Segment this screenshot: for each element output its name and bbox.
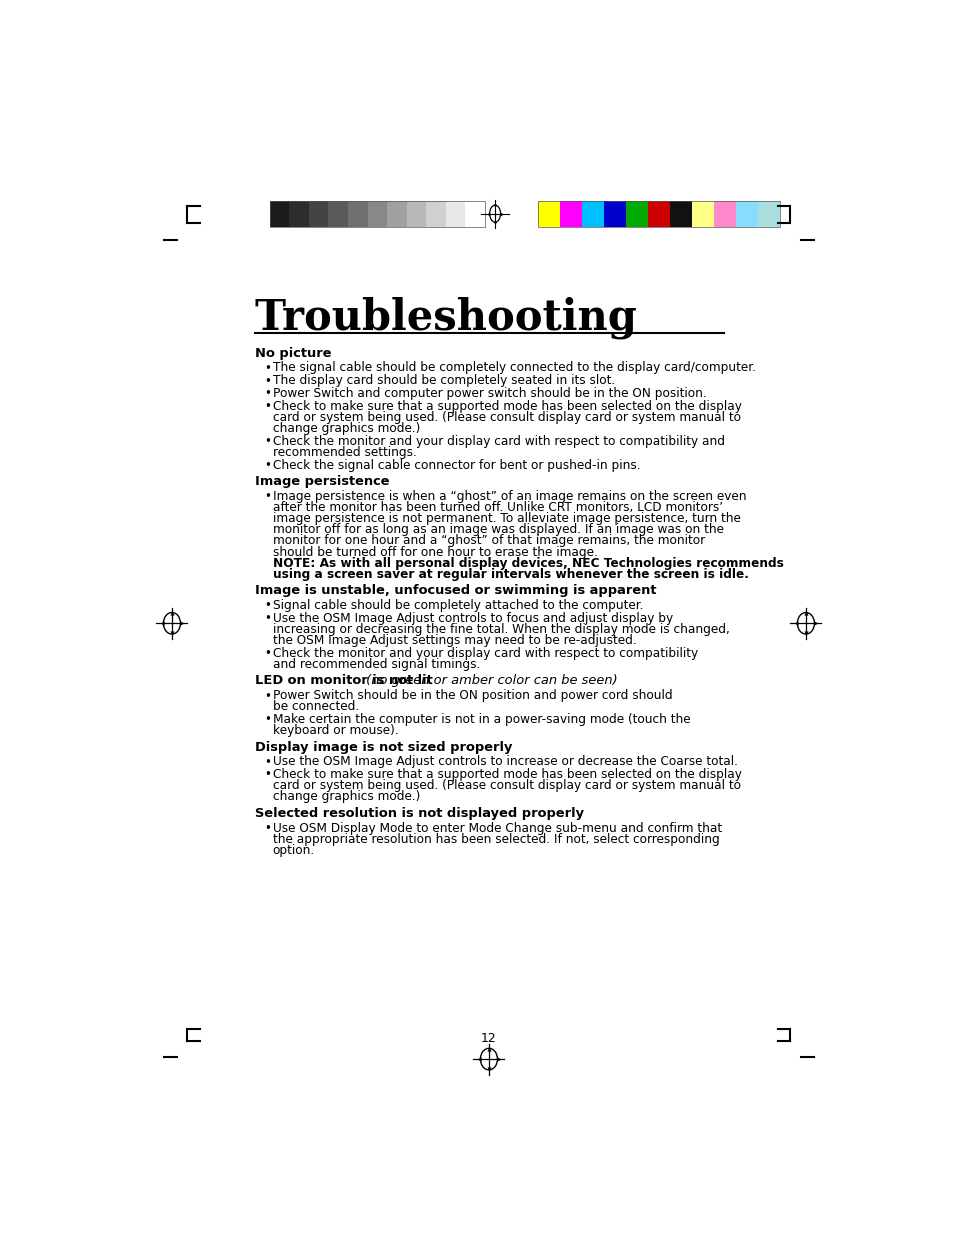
Text: No picture: No picture: [254, 347, 331, 359]
Bar: [647, 200, 669, 227]
Text: the OSM Image Adjust settings may need to be re-adjusted.: the OSM Image Adjust settings may need t…: [273, 634, 636, 647]
Bar: [714, 200, 736, 227]
Text: Check to make sure that a supported mode has been selected on the display: Check to make sure that a supported mode…: [273, 768, 740, 781]
Bar: [559, 200, 581, 227]
Text: The display card should be completely seated in its slot.: The display card should be completely se…: [273, 374, 614, 388]
Text: Check the monitor and your display card with respect to compatibility and: Check the monitor and your display card …: [273, 435, 724, 447]
Text: keyboard or mouse).: keyboard or mouse).: [273, 724, 398, 737]
Text: •: •: [264, 374, 271, 388]
Text: •: •: [264, 823, 271, 835]
Text: •: •: [264, 613, 271, 625]
Bar: [736, 200, 758, 227]
Text: NOTE: As with all personal display devices, NEC Technologies recommends: NOTE: As with all personal display devic…: [273, 557, 782, 569]
Text: using a screen saver at regular intervals whenever the screen is idle.: using a screen saver at regular interval…: [273, 568, 748, 580]
Bar: [691, 200, 714, 227]
Text: should be turned off for one hour to erase the image.: should be turned off for one hour to era…: [273, 546, 597, 558]
Text: The signal cable should be completely connected to the display card/computer.: The signal cable should be completely co…: [273, 362, 755, 374]
Text: after the monitor has been turned off. Unlike CRT monitors, LCD monitors’: after the monitor has been turned off. U…: [273, 501, 722, 514]
Text: (no green or amber color can be seen): (no green or amber color can be seen): [362, 674, 618, 688]
Bar: [625, 200, 647, 227]
Text: change graphics mode.): change graphics mode.): [273, 790, 419, 804]
Bar: [387, 200, 406, 227]
Text: •: •: [264, 388, 271, 400]
Bar: [603, 200, 625, 227]
Text: recommended settings.: recommended settings.: [273, 446, 416, 459]
Text: 12: 12: [480, 1032, 497, 1045]
Bar: [328, 200, 348, 227]
Text: Use the OSM Image Adjust controls to focus and adjust display by: Use the OSM Image Adjust controls to foc…: [273, 611, 672, 625]
Text: monitor for one hour and a “ghost” of that image remains, the monitor: monitor for one hour and a “ghost” of th…: [273, 535, 704, 547]
Text: Troubleshooting: Troubleshooting: [254, 296, 638, 338]
Text: Use OSM Display Mode to enter Mode Change sub-menu and confirm that: Use OSM Display Mode to enter Mode Chang…: [273, 821, 721, 835]
Bar: [465, 200, 484, 227]
Text: Image is unstable, unfocused or swimming is apparent: Image is unstable, unfocused or swimming…: [254, 584, 656, 598]
Text: Image persistence is when a “ghost” of an image remains on the screen even: Image persistence is when a “ghost” of a…: [273, 490, 745, 503]
Bar: [406, 200, 426, 227]
Text: monitor off for as long as an image was displayed. If an image was on the: monitor off for as long as an image was …: [273, 524, 723, 536]
Text: Check the monitor and your display card with respect to compatibility: Check the monitor and your display card …: [273, 647, 697, 659]
Text: Power Switch should be in the ON position and power cord should: Power Switch should be in the ON positio…: [273, 689, 672, 703]
Text: Signal cable should be completely attached to the computer.: Signal cable should be completely attach…: [273, 599, 642, 613]
Text: Check to make sure that a supported mode has been selected on the display: Check to make sure that a supported mode…: [273, 400, 740, 412]
Text: •: •: [264, 756, 271, 768]
Bar: [669, 200, 691, 227]
Text: be connected.: be connected.: [273, 700, 358, 714]
Text: •: •: [264, 768, 271, 782]
Text: •: •: [264, 459, 271, 472]
Text: Power Switch and computer power switch should be in the ON position.: Power Switch and computer power switch s…: [273, 387, 705, 400]
Bar: [758, 200, 780, 227]
Bar: [537, 200, 780, 227]
Bar: [367, 200, 387, 227]
Text: card or system being used. (Please consult display card or system manual to: card or system being used. (Please consu…: [273, 411, 740, 424]
Text: Check the signal cable connector for bent or pushed-in pins.: Check the signal cable connector for ben…: [273, 458, 639, 472]
Text: •: •: [264, 435, 271, 448]
Bar: [270, 200, 484, 227]
Text: •: •: [264, 400, 271, 412]
Text: •: •: [264, 599, 271, 613]
Bar: [289, 200, 309, 227]
Text: and recommended signal timings.: and recommended signal timings.: [273, 658, 479, 671]
Text: Display image is not sized properly: Display image is not sized properly: [254, 741, 512, 753]
Text: LED on monitor is not lit: LED on monitor is not lit: [254, 674, 432, 688]
Bar: [270, 200, 289, 227]
Bar: [348, 200, 367, 227]
Text: •: •: [264, 490, 271, 503]
Text: Selected resolution is not displayed properly: Selected resolution is not displayed pro…: [254, 806, 583, 820]
Text: •: •: [264, 714, 271, 726]
Bar: [445, 200, 465, 227]
Text: increasing or decreasing the fine total. When the display mode is changed,: increasing or decreasing the fine total.…: [273, 622, 729, 636]
Text: option.: option.: [273, 844, 314, 857]
Text: the appropriate resolution has been selected. If not, select corresponding: the appropriate resolution has been sele…: [273, 832, 719, 846]
Text: •: •: [264, 689, 271, 703]
Text: Make certain the computer is not in a power-saving mode (touch the: Make certain the computer is not in a po…: [273, 713, 690, 726]
Text: •: •: [264, 647, 271, 661]
Bar: [581, 200, 603, 227]
Bar: [309, 200, 328, 227]
Text: card or system being used. (Please consult display card or system manual to: card or system being used. (Please consu…: [273, 779, 740, 792]
Bar: [537, 200, 559, 227]
Text: Use the OSM Image Adjust controls to increase or decrease the Coarse total.: Use the OSM Image Adjust controls to inc…: [273, 756, 737, 768]
Text: Image persistence: Image persistence: [254, 475, 389, 488]
Text: change graphics mode.): change graphics mode.): [273, 422, 419, 435]
Text: •: •: [264, 362, 271, 375]
Bar: [426, 200, 445, 227]
Text: image persistence is not permanent. To alleviate image persistence, turn the: image persistence is not permanent. To a…: [273, 513, 740, 525]
